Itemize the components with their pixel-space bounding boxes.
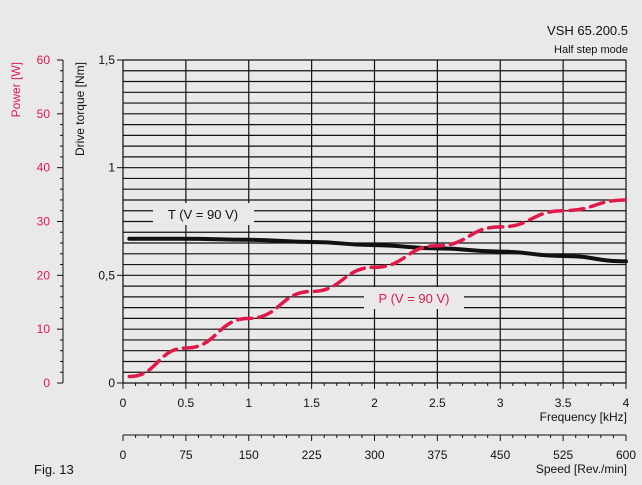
power-tick-label: 10 [37,322,51,336]
torque-axis-label: Drive torque [Nm] [73,62,87,156]
torque-tick-label: 0,5 [98,268,115,282]
chart-subtitle: Half step mode [554,44,628,56]
torque-series-line [127,236,628,264]
torque-label-box [153,203,254,225]
speed-tick-label: 75 [179,448,193,462]
frequency-tick-label: 4 [623,396,630,410]
frequency-tick-label: 0 [120,396,127,410]
power-tick-label: 40 [37,161,51,175]
power-series-label: P (V = 90 V) [379,291,450,306]
speed-axis-label: Speed [Rev./min] [536,462,627,476]
power-tick-label: 50 [37,107,51,121]
torque-tick-label: 1 [108,161,115,175]
power-label-box [364,287,464,309]
figure-label: Fig. 13 [34,462,74,477]
power-tick-label: 0 [43,376,50,390]
torque-series-label: T (V = 90 V) [168,207,238,222]
frequency-tick-label: 1.5 [303,396,320,410]
series-layer: T (V = 90 V) P (V = 90 V) [127,198,628,379]
speed-tick-label: 450 [490,448,510,462]
chart-title: VSH 65.200.5 [547,23,628,38]
speed-tick-label: 300 [364,448,384,462]
power-tick-label: 30 [37,215,51,229]
power-series-line [127,198,628,379]
speed-tick-label: 525 [553,448,573,462]
torque-tick-label: 1,5 [98,53,115,67]
power-tick-label: 60 [37,53,51,67]
frequency-tick-label: 3.5 [555,396,572,410]
speed-tick-label: 225 [302,448,322,462]
frequency-tick-label: 0.5 [178,396,195,410]
frequency-tick-label: 2 [371,396,378,410]
speed-tick-label: 375 [427,448,447,462]
axes [57,59,627,441]
grid [122,59,627,384]
speed-tick-label: 0 [120,448,127,462]
frequency-tick-label: 2.5 [429,396,446,410]
speed-tick-label: 150 [239,448,259,462]
frequency-tick-label: 1 [245,396,252,410]
power-axis-label: Power [W] [9,62,23,117]
speed-tick-label: 600 [616,448,636,462]
power-tick-label: 20 [37,268,51,282]
torque-tick-label: 0 [108,376,115,390]
frequency-axis-label: Frequency [kHz] [540,410,627,424]
frequency-tick-label: 3 [497,396,504,410]
